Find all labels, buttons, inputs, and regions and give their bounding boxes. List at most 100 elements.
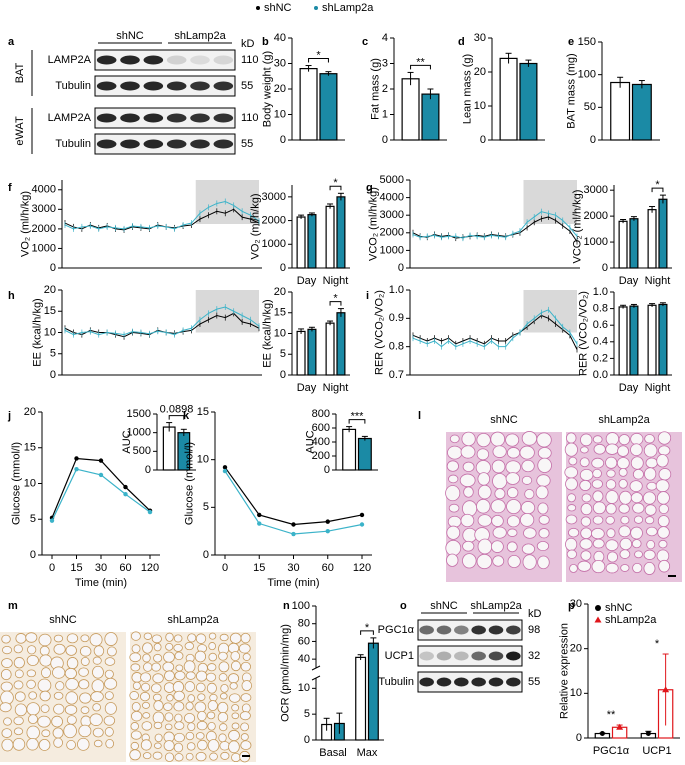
- adipocyte: [592, 468, 602, 479]
- y-tick-label: 0: [203, 549, 209, 561]
- adipocyte: [240, 693, 252, 702]
- adipocyte: [240, 722, 250, 732]
- x-tick-label: Night: [645, 275, 671, 287]
- data-point: [645, 731, 651, 737]
- adipocyte: [564, 466, 578, 479]
- y-axis-label: BAT mass (mg): [565, 53, 577, 128]
- adipocyte: [477, 472, 491, 486]
- tissue-label: eWAT: [14, 116, 26, 146]
- adipocyte: [28, 691, 38, 700]
- adipocyte: [197, 693, 206, 701]
- adipocyte: [492, 473, 508, 490]
- adipocyte: [65, 678, 79, 691]
- adipocyte: [629, 480, 643, 493]
- band: [471, 677, 486, 687]
- bar: [307, 328, 317, 376]
- adipocyte: [616, 457, 630, 470]
- x-tick-label: Day: [297, 382, 317, 394]
- band: [120, 81, 140, 91]
- significance-bracket: [329, 185, 342, 191]
- adipocyte: [591, 559, 606, 574]
- adipocyte: [185, 701, 194, 711]
- adipocyte: [449, 434, 460, 444]
- x-tick-label: 15: [253, 562, 265, 574]
- adipocyte: [643, 561, 656, 575]
- adipocyte: [195, 751, 207, 762]
- bar: [499, 57, 518, 141]
- adipocyte: [13, 727, 24, 736]
- adipocyte: [565, 514, 578, 525]
- adipocyte: [446, 460, 459, 472]
- adipocyte: [65, 691, 78, 705]
- x-tick-label: PGC1α: [593, 745, 630, 757]
- adipocyte: [646, 481, 658, 491]
- y-tick-label: 5: [304, 708, 310, 720]
- image-label: shNC: [49, 614, 77, 626]
- protein-label: Tubulin: [55, 80, 91, 92]
- y-tick-label: 40: [274, 32, 286, 44]
- significance-bracket: [168, 415, 185, 420]
- adipocyte: [173, 732, 185, 743]
- y-tick-label: 0: [50, 369, 56, 381]
- adipocyte: [605, 490, 619, 504]
- bar: [629, 218, 639, 269]
- adipocyte: [228, 740, 240, 754]
- blot-frame: [94, 49, 236, 71]
- adipocyte: [619, 537, 633, 551]
- significance-label: *: [365, 622, 370, 634]
- bar: [299, 67, 318, 141]
- kd-label: 55: [528, 676, 540, 688]
- adipocyte: [631, 539, 642, 549]
- adipocyte: [174, 753, 184, 762]
- adipocyte: [205, 672, 217, 682]
- y-axis-label: AUC: [121, 430, 133, 453]
- adipocyte: [53, 691, 64, 700]
- band: [506, 651, 521, 661]
- adipocyte: [26, 669, 37, 678]
- y-tick-label: 0: [145, 464, 151, 476]
- adipocyte: [37, 715, 51, 728]
- adipocyte: [491, 459, 506, 474]
- adipocyte: [568, 527, 580, 538]
- y-tick-label: 20: [24, 406, 36, 418]
- bar: [325, 205, 335, 269]
- adipocyte: [194, 650, 207, 663]
- adipocyte: [208, 642, 217, 651]
- y-tick-label: 10: [298, 682, 310, 694]
- adipocyte: [52, 727, 64, 739]
- y-tick-label: 2000: [262, 214, 286, 226]
- bar: [631, 83, 652, 141]
- y-axis-label: RER (VCO₂/VO₂): [577, 291, 589, 376]
- adipocyte: [195, 732, 205, 740]
- adipocyte: [633, 515, 644, 524]
- adipocyte: [153, 721, 163, 729]
- adipocyte: [163, 740, 175, 752]
- adipocyte: [521, 475, 533, 485]
- x-tick-label: 120: [353, 562, 371, 574]
- adipocyte: [162, 661, 175, 672]
- adipocyte: [240, 661, 251, 672]
- y-axis-label: Lean mass (g): [462, 54, 474, 124]
- adipocyte: [151, 662, 161, 672]
- adipocyte: [207, 721, 216, 731]
- panel-letter: e: [568, 36, 574, 48]
- significance-label: **: [607, 709, 616, 721]
- adipocyte: [592, 501, 606, 515]
- adipocyte: [567, 493, 576, 503]
- band: [166, 139, 187, 149]
- x-tick-label: 15: [70, 562, 82, 574]
- adipocyte: [55, 681, 65, 691]
- band: [190, 113, 210, 123]
- y-tick-label: 10: [44, 326, 56, 338]
- adipocyte: [505, 433, 520, 447]
- adipocyte: [535, 485, 549, 500]
- adipocyte: [644, 504, 657, 516]
- adipocyte: [618, 467, 628, 477]
- y-tick-label: 10: [274, 327, 286, 339]
- bar: [519, 62, 538, 141]
- panel-letter: h: [8, 290, 15, 302]
- adipocyte: [89, 713, 103, 726]
- adipocyte: [152, 693, 162, 702]
- adipocyte: [519, 445, 535, 460]
- adipocyte: [163, 702, 173, 711]
